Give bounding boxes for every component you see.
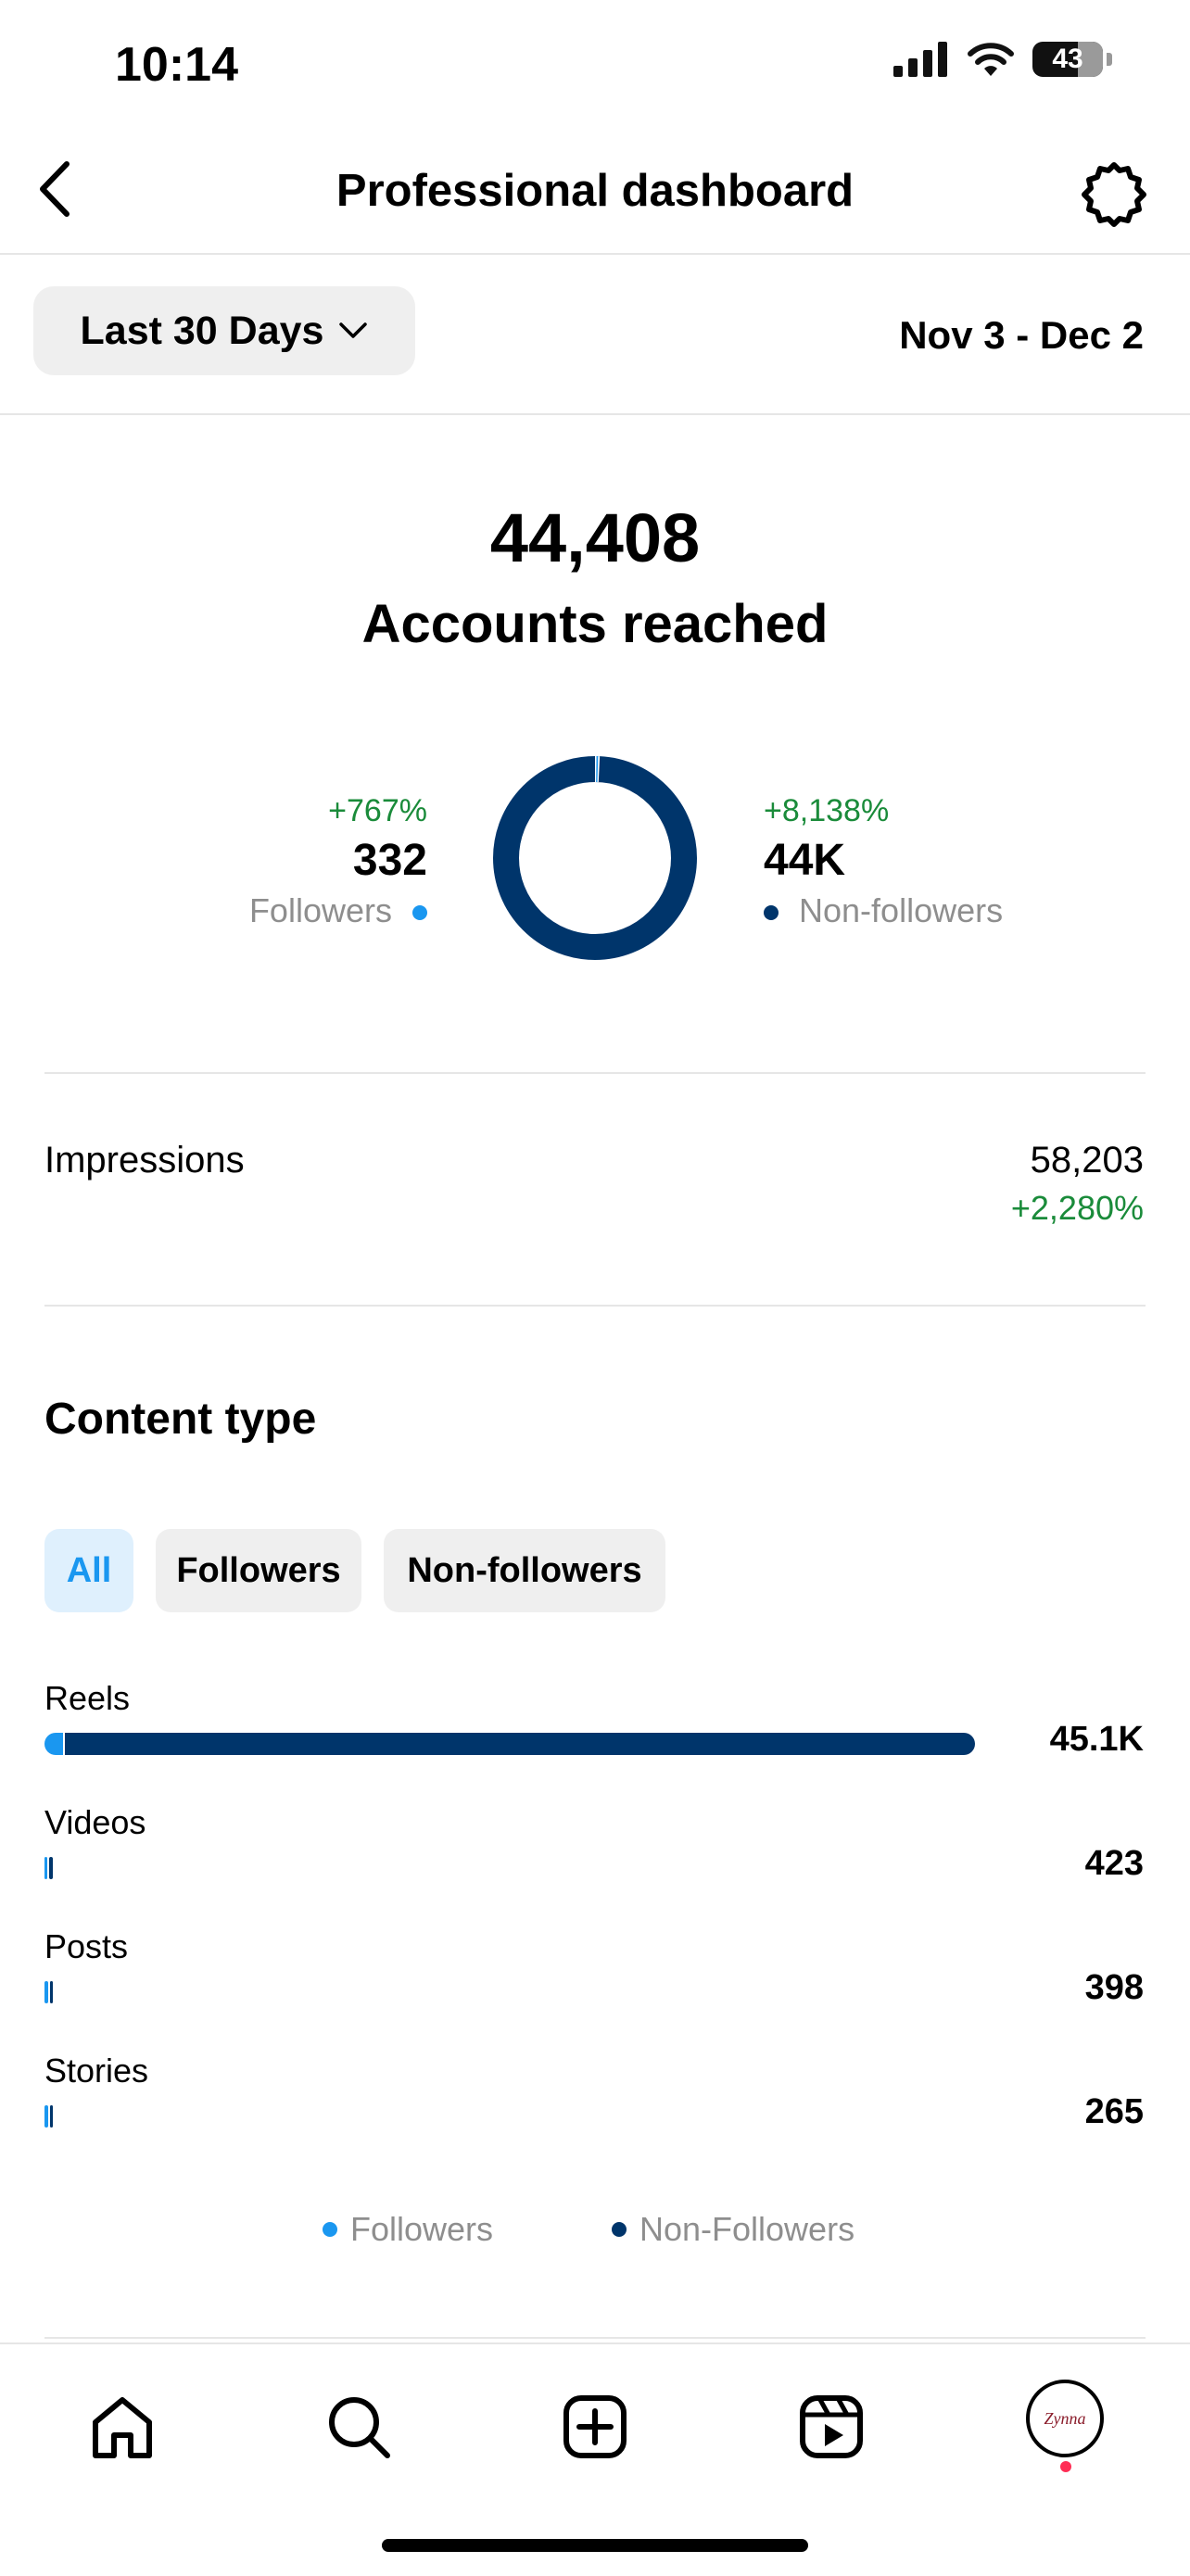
bottom-tab-bar: Zynna (0, 2342, 1190, 2576)
chevron-left-icon (40, 161, 70, 217)
content-divider (44, 2337, 1146, 2339)
content-type-bar-followers-reels (44, 1733, 64, 1755)
accounts-reached-label: Accounts reached (361, 594, 829, 654)
status-time: 10:14 (115, 38, 238, 92)
cellular-signal-icon (893, 42, 947, 77)
legend-followers-dot (323, 2222, 337, 2237)
tab-profile[interactable]: Zynna (1026, 2380, 1104, 2457)
content-type-bar-non-followers-videos (49, 1857, 54, 1879)
impressions-label: Impressions (44, 1140, 245, 1181)
content-type-label-reels: Reels (44, 1679, 131, 1717)
content-type-label-posts: Posts (44, 1927, 129, 1965)
followers-dot (412, 905, 427, 921)
date-range-dropdown[interactable]: Last 30 Days (33, 286, 415, 375)
accounts-reached-value: 44,408 (489, 499, 701, 576)
status-icons: 43 (893, 41, 1112, 78)
reach-donut-chart (493, 756, 697, 960)
chevron-down-icon (339, 322, 368, 338)
page-title: Professional dashboard (335, 166, 855, 216)
legend-non-followers-label: Non-Followers (639, 2210, 855, 2248)
followers-label: Followers (248, 891, 392, 929)
content-type-label-stories: Stories (44, 2052, 149, 2090)
date-range-dropdown-label: Last 30 Days (80, 308, 324, 353)
non-followers-legend: Non-followers (764, 891, 1003, 930)
donut-followers-accent (493, 756, 697, 960)
content-type-bar-non-followers-stories (49, 2105, 53, 2128)
content-type-bar-non-followers-posts (49, 1981, 53, 2003)
content-type-bar-followers-videos (44, 1857, 48, 1879)
legend-followers-label: Followers (350, 2210, 494, 2248)
reels-icon (800, 2395, 863, 2458)
tab-reels[interactable] (790, 2385, 873, 2469)
search-icon (329, 2397, 390, 2458)
donut-non-followers-segment (493, 756, 697, 960)
reach-divider (44, 1072, 1146, 1074)
non-followers-stat[interactable]: +8,138% 44K Non-followers (764, 793, 1003, 930)
battery-nub (1107, 53, 1112, 66)
tab-non-followers[interactable]: Non-followers (384, 1529, 665, 1612)
content-type-bar-followers-posts (44, 1981, 48, 2003)
content-type-bar-followers-stories (44, 2105, 48, 2128)
tab-all[interactable]: All (44, 1529, 133, 1612)
impressions-change: +2,280% (1010, 1189, 1144, 1227)
impressions-value: 58,203 (1030, 1140, 1144, 1181)
donut-followers-segment (493, 756, 697, 960)
avatar-logo-text: Zynna (1044, 2408, 1086, 2428)
impressions-divider (44, 1305, 1146, 1307)
content-type-title: Content type (44, 1395, 317, 1444)
content-type-value-videos: 423 (1084, 1844, 1144, 1883)
notification-dot (1060, 2461, 1071, 2472)
home-indicator (382, 2539, 808, 2552)
date-range-text: Nov 3 - Dec 2 (899, 313, 1144, 357)
followers-legend: Followers (249, 891, 427, 930)
settings-button[interactable] (1077, 158, 1151, 232)
tab-search[interactable] (317, 2385, 400, 2469)
tab-followers[interactable]: Followers (156, 1529, 361, 1612)
non-followers-value: 44K (764, 836, 846, 885)
content-type-value-reels: 45.1K (1049, 1720, 1144, 1759)
profile-avatar: Zynna (1026, 2380, 1104, 2457)
header-divider (0, 253, 1190, 255)
filter-divider (0, 413, 1190, 415)
legend-followers: Followers (323, 2210, 493, 2249)
non-followers-change: +8,138% (764, 793, 890, 828)
followers-stat[interactable]: +767% 332 Followers (249, 793, 427, 930)
home-icon (93, 2397, 152, 2458)
wifi-icon (968, 43, 1014, 76)
gear-icon (1082, 162, 1146, 227)
battery-icon: 43 (1032, 42, 1103, 77)
tab-create[interactable] (553, 2385, 637, 2469)
battery-level: 43 (1052, 44, 1083, 74)
content-type-value-posts: 398 (1084, 1968, 1144, 2007)
non-followers-dot (764, 905, 779, 921)
non-followers-label: Non-followers (799, 891, 1004, 929)
create-icon (563, 2395, 627, 2458)
content-type-label-videos: Videos (44, 1803, 146, 1841)
tab-home[interactable] (81, 2385, 164, 2469)
followers-value: 332 (352, 836, 427, 885)
back-button[interactable] (26, 156, 82, 222)
legend-non-followers: Non-Followers (612, 2210, 855, 2249)
content-type-bar-non-followers-reels (65, 1733, 975, 1755)
content-type-value-stories: 265 (1084, 2092, 1144, 2131)
legend-non-followers-dot (612, 2222, 627, 2237)
followers-change: +767% (328, 793, 427, 828)
